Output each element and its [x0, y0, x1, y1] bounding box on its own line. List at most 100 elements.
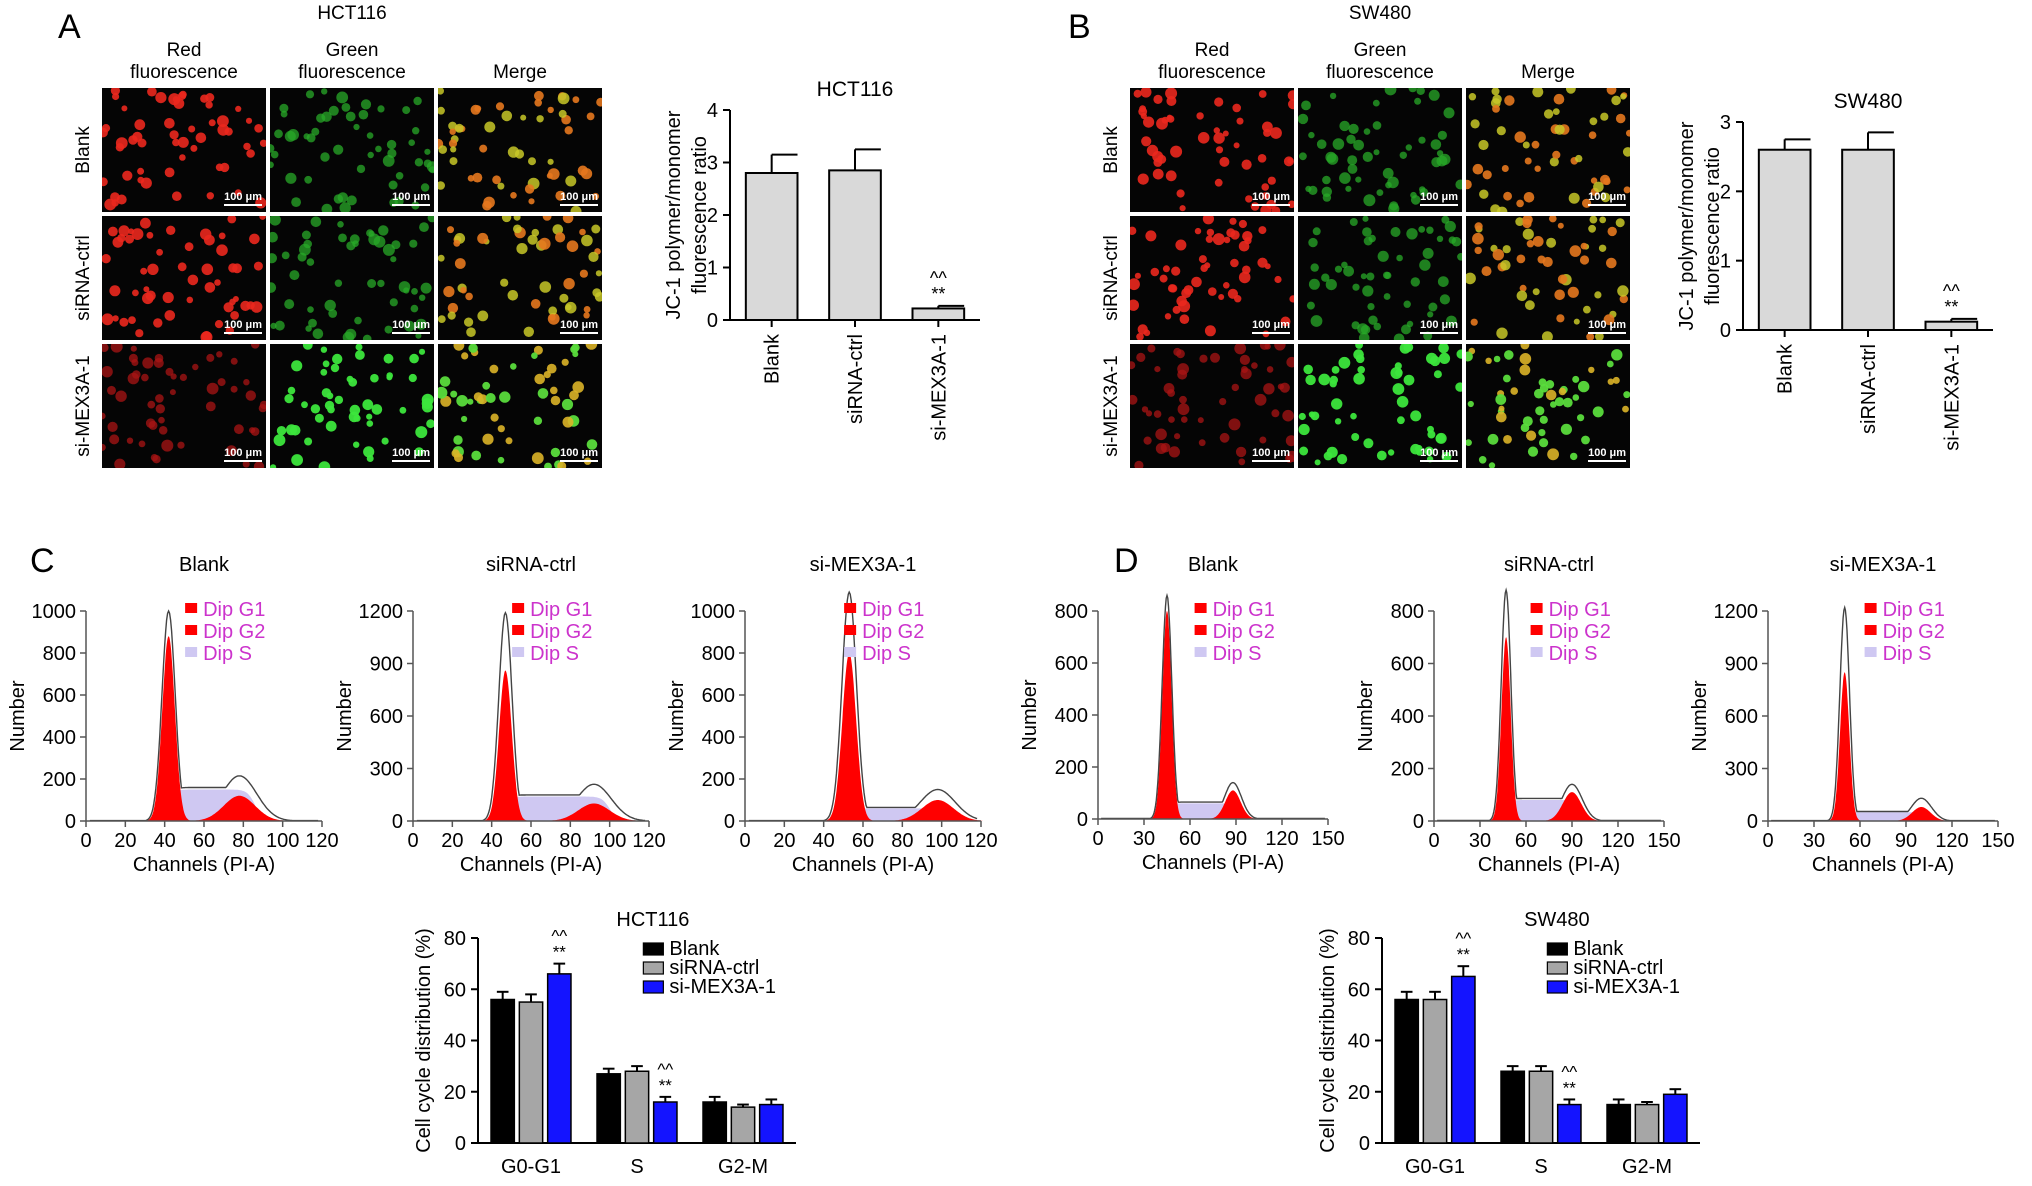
bar [1556, 1103, 1582, 1144]
legend-swatch [512, 647, 525, 657]
x-tick-label: Blank [1775, 343, 1797, 394]
y-tick-label: 600 [1055, 653, 1088, 675]
x-tick-label: 150 [1311, 828, 1344, 850]
chart-title: siRNA-ctrl [1504, 554, 1594, 576]
micrograph: 100 μm [270, 88, 434, 212]
y-tick-label: 2 [1720, 181, 1731, 203]
x-tick-label: 20 [773, 830, 795, 852]
x-axis-label: Channels (PI-A) [133, 854, 275, 876]
scale-bar: 100 μm [1588, 447, 1626, 462]
chart-title: SW480 [1834, 90, 1903, 113]
bar [518, 1001, 544, 1144]
x-tick-label: 20 [114, 830, 136, 852]
y-tick-label: 0 [724, 811, 735, 833]
y-tick-label: 400 [43, 727, 76, 749]
x-tick-label: G0-G1 [501, 1156, 561, 1178]
y-axis-label: fluorescence ratio [1702, 147, 1724, 305]
micrograph: 100 μm [1466, 216, 1630, 340]
legend-label: si-MEX3A-1 [669, 976, 776, 998]
chart-title: si-MEX3A-1 [1830, 554, 1937, 576]
scale-bar: 100 μm [560, 191, 598, 206]
legend-label: Dip G2 [862, 621, 924, 643]
x-tick-label: 40 [154, 830, 176, 852]
legend-swatch [185, 647, 198, 657]
x-tick-label: 30 [1803, 830, 1825, 852]
legend-label: Dip G1 [530, 599, 592, 621]
y-tick-label: 800 [43, 643, 76, 665]
y-tick-label: 0 [1077, 809, 1088, 831]
micrograph: 100 μm [102, 216, 266, 340]
legend-swatch [844, 625, 857, 635]
legend-label: Dip G1 [862, 599, 924, 621]
y-tick-label: 200 [43, 769, 76, 791]
y-axis-label: JC-1 polymer/monomer [1676, 121, 1698, 330]
x-tick-label: 90 [1225, 828, 1247, 850]
micrograph: 100 μm [270, 344, 434, 468]
y-tick-label: 40 [444, 1031, 466, 1053]
bar [1634, 1103, 1660, 1144]
y-axis-label: Number [7, 680, 29, 751]
x-tick-label: 80 [891, 830, 913, 852]
y-tick-label: 0 [1720, 320, 1731, 342]
x-tick-label: 120 [305, 830, 338, 852]
x-tick-label: G2-M [1622, 1156, 1672, 1178]
scale-bar: 100 μm [560, 319, 598, 334]
bar [1450, 975, 1476, 1144]
x-tick-label: 150 [1647, 830, 1680, 852]
y-tick-label: 20 [1348, 1082, 1370, 1104]
x-tick-label: si-MEX3A-1 [928, 334, 950, 441]
scale-bar: 100 μm [224, 191, 262, 206]
chart-title: Blank [1188, 554, 1239, 576]
legend-swatch [1864, 647, 1877, 657]
legend-swatch [1194, 625, 1207, 635]
y-tick-label: 200 [1391, 759, 1424, 781]
image-row-label: si-MEX3A-1 [73, 355, 94, 457]
y-tick-label: 4 [707, 100, 718, 122]
bar [828, 169, 882, 321]
legend-label: Dip S [862, 643, 911, 665]
scale-bar: 100 μm [1588, 191, 1626, 206]
legend-swatch [1194, 603, 1207, 613]
micrograph: 100 μm [1130, 88, 1294, 212]
legend-label: Dip S [1883, 643, 1932, 665]
g1-peak [1490, 637, 1523, 821]
cell-line-title: HCT116 [317, 3, 387, 24]
x-tick-label: 150 [1981, 830, 2014, 852]
x-tick-label: 60 [193, 830, 215, 852]
x-tick-label: 40 [813, 830, 835, 852]
y-tick-label: 300 [1725, 759, 1758, 781]
x-axis-label: Channels (PI-A) [1478, 854, 1620, 876]
y-tick-label: 400 [1391, 706, 1424, 728]
significance-mark: ** [931, 284, 945, 304]
chart-title: si-MEX3A-1 [810, 554, 917, 576]
y-tick-label: 900 [370, 654, 403, 676]
y-tick-label: 900 [1725, 654, 1758, 676]
x-tick-label: 30 [1133, 828, 1155, 850]
x-tick-label: 120 [1601, 830, 1634, 852]
legend-label: Dip G1 [1549, 599, 1611, 621]
x-tick-label: 60 [1179, 828, 1201, 850]
micrograph: 100 μm [1298, 344, 1462, 468]
legend-swatch [1864, 603, 1877, 613]
legend-swatch [1546, 961, 1568, 975]
x-tick-label: 0 [1762, 830, 1773, 852]
legend-swatch [1546, 980, 1568, 994]
y-axis-label: Cell cycle distribution (%) [1317, 928, 1339, 1153]
panel-letter-c: C [30, 542, 55, 580]
legend-swatch [512, 625, 525, 635]
x-tick-label: G0-G1 [1405, 1156, 1465, 1178]
y-tick-label: 60 [1348, 979, 1370, 1001]
y-tick-label: 400 [702, 727, 735, 749]
significance-mark: ** [1944, 297, 1958, 317]
x-tick-label: 90 [1895, 830, 1917, 852]
y-tick-label: 0 [1747, 811, 1758, 833]
bar [546, 973, 572, 1144]
g2-peak [1544, 792, 1600, 821]
x-tick-label: 30 [1469, 830, 1491, 852]
legend-label: Dip G2 [1549, 621, 1611, 643]
g2-peak [1893, 807, 1949, 821]
legend-label: siRNA-ctrl [1573, 957, 1663, 979]
cell-line-title: SW480 [1348, 3, 1412, 24]
g2-peak [546, 803, 642, 821]
y-tick-label: 800 [1391, 601, 1424, 623]
